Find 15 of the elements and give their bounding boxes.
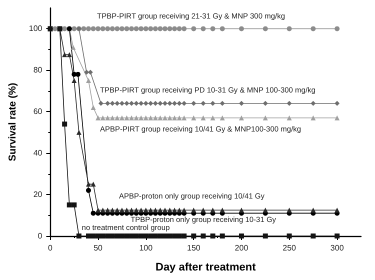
x-tick-label: 100 (139, 244, 154, 252)
y-tick-label: 100 (28, 24, 43, 34)
x-tick-label: 300 (330, 244, 344, 252)
x-tick-label: 150 (186, 244, 201, 252)
y-tick-label: 0 (38, 232, 43, 240)
x-axis-title: Day after treatment (155, 262, 256, 274)
y-tick-label: 20 (33, 190, 43, 200)
y-axis-title: Survival rate (%) (8, 82, 18, 162)
x-tick-label: 200 (234, 244, 249, 252)
y-tick-label: 40 (33, 148, 43, 158)
x-tick-label: 250 (282, 244, 297, 252)
x-tick-label: 0 (48, 244, 54, 252)
y-tick-label: 60 (33, 107, 43, 116)
y-tick-label: 80 (33, 66, 43, 75)
x-tick-label: 50 (94, 244, 104, 252)
